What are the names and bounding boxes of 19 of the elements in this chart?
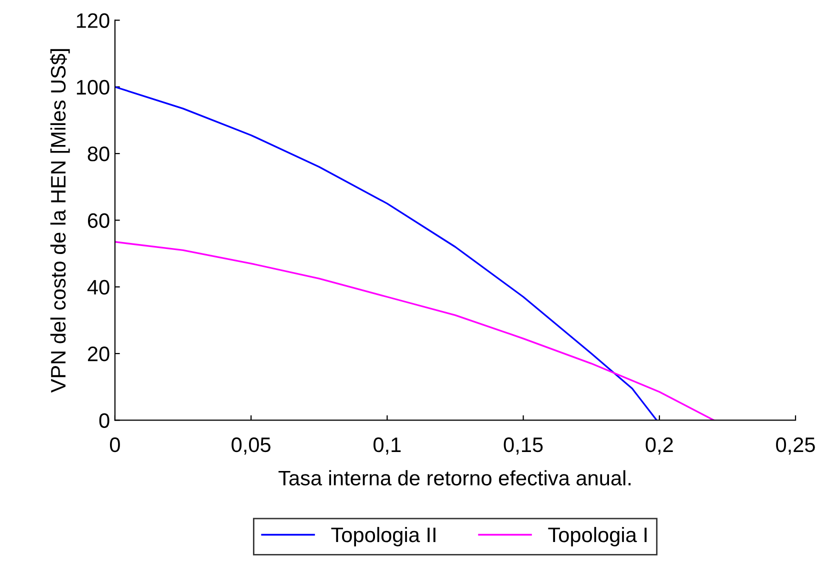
y-tick-label: 100	[76, 80, 110, 95]
line-series	[114, 241, 715, 420]
x-tick-label: 0,15	[504, 437, 543, 455]
line-series	[114, 86, 658, 420]
y-tick-label: 80	[88, 146, 110, 162]
x-tick-label: 0,2	[646, 437, 673, 455]
x-tick-label: 0,05	[232, 437, 270, 455]
x-tick-label: 0,1	[374, 437, 401, 455]
y-tick-label: 0	[99, 413, 110, 428]
y-tick-label: 120	[76, 13, 110, 28]
y-tick-label: 40	[87, 280, 110, 295]
legend-label: Topologia II	[331, 526, 436, 546]
y-tick-label: 60	[88, 213, 110, 228]
legend-label: Topologia I	[548, 526, 647, 546]
y-axis-title: VPN del costo de la HEN [Miles US$]	[50, 49, 70, 393]
y-tick-label: 20	[88, 346, 110, 362]
x-axis-title: Tasa interna de retorno efectiva anual.	[278, 470, 631, 486]
x-tick-label: 0	[110, 437, 120, 452]
x-tick-label: 0,25	[776, 437, 815, 455]
